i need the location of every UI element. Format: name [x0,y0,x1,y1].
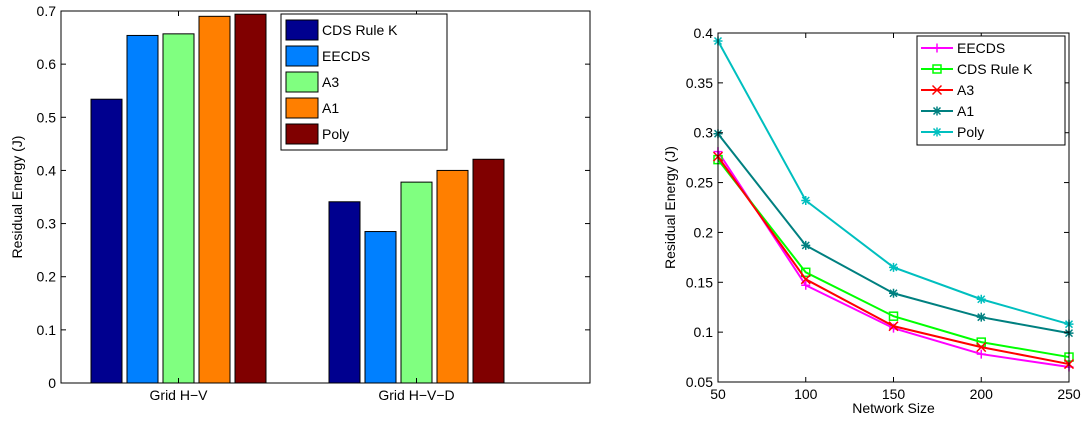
y-tick-label: 0.1 [694,324,714,340]
data-point-eecds [801,280,811,290]
legend-swatch [285,97,319,119]
x-category-label: Grid H−V−D [378,387,454,403]
data-point-poly [801,196,811,206]
y-tick-label: 0.5 [37,109,57,125]
x-category-label: Grid H−V [150,387,209,403]
x-tick-label: 200 [970,386,994,402]
y-tick-label: 0.05 [686,374,713,390]
y-axis-label: Residual Energy (J) [662,146,678,269]
bar-cds-rule-k-1 [328,201,361,384]
data-point-cds-rule-k [888,311,899,321]
bar-a3-1 [400,181,433,384]
data-point-a3 [888,321,899,332]
legend-label: Poly [957,124,984,140]
bar-a1-1 [436,169,469,384]
data-point-a1 [976,312,986,322]
legend-swatch [285,123,319,145]
legend-swatch [285,19,319,41]
legend-label: CDS Rule K [957,61,1033,77]
legend-label: A1 [322,100,339,116]
bar-a3-0 [162,33,195,384]
y-tick-label: 0.3 [694,125,714,141]
legend-marker [932,43,942,53]
data-point-a1 [889,288,898,298]
y-tick-label: 0.15 [686,274,713,290]
plot-frame [60,10,591,384]
bar-cds-rule-k-0 [90,98,123,384]
y-tick-label: 0.2 [37,269,57,285]
y-tick-label: 0.3 [37,216,57,232]
bar-eecds-0 [126,34,159,384]
data-point-poly [976,294,986,304]
line-chart: 0.05 0.1 0.15 0.2 0.25 0.3 0.35 0.4 50 100 150 200 2… [662,25,1081,416]
y-tick-label: 0.4 [694,25,714,41]
legend-label: Poly [322,126,349,142]
legend-marker [931,84,943,96]
y-tick-label: 0.7 [37,3,57,19]
legend-label: A1 [957,103,974,119]
y-tick-label: 0.4 [37,162,57,178]
legend-label: CDS Rule K [322,22,398,38]
data-point-eecds [976,349,986,359]
y-tick-label: 0.6 [37,56,57,72]
legend-marker [932,127,942,137]
bar-a1-0 [198,15,231,384]
series-line-cds-rule-k [717,159,1070,359]
y-tick-label: 0.1 [37,322,57,338]
y-tick-label: 0.35 [686,75,713,91]
legend-swatch [285,71,319,93]
bar-poly-1 [472,158,505,384]
legend-label: A3 [957,82,974,98]
legend-marker [932,106,942,116]
series-line-eecds [717,151,1070,369]
x-tick-label: 150 [882,386,906,402]
bar-eecds-1 [364,231,397,384]
y-axis-label: Residual Energy (J) [9,136,25,259]
y-tick-label: 0.25 [686,175,713,191]
y-tick-label: 0.2 [694,224,714,240]
bar-poly-0 [234,13,267,384]
data-point-poly [889,262,898,272]
data-point-a3 [800,274,811,285]
legend-label: EECDS [957,40,1005,56]
legend-marker [932,64,942,74]
x-tick-label: 250 [1057,386,1081,402]
data-point-a3 [976,342,987,353]
legend-label: A3 [322,74,339,90]
x-tick-label: 100 [794,386,818,402]
x-axis-label: Network Size [852,400,935,416]
bar-chart: 0 0.1 0.2 0.3 0.4 0.5 0.6 0.7 Grid H−V Grid H−V−D… [9,3,591,403]
legend-label: EECDS [322,48,370,64]
y-tick-label: 0 [48,375,56,391]
legend-swatch [285,45,319,67]
x-tick-label: 50 [710,386,726,402]
data-point-a1 [801,240,811,250]
series-line-a3 [717,156,1070,366]
